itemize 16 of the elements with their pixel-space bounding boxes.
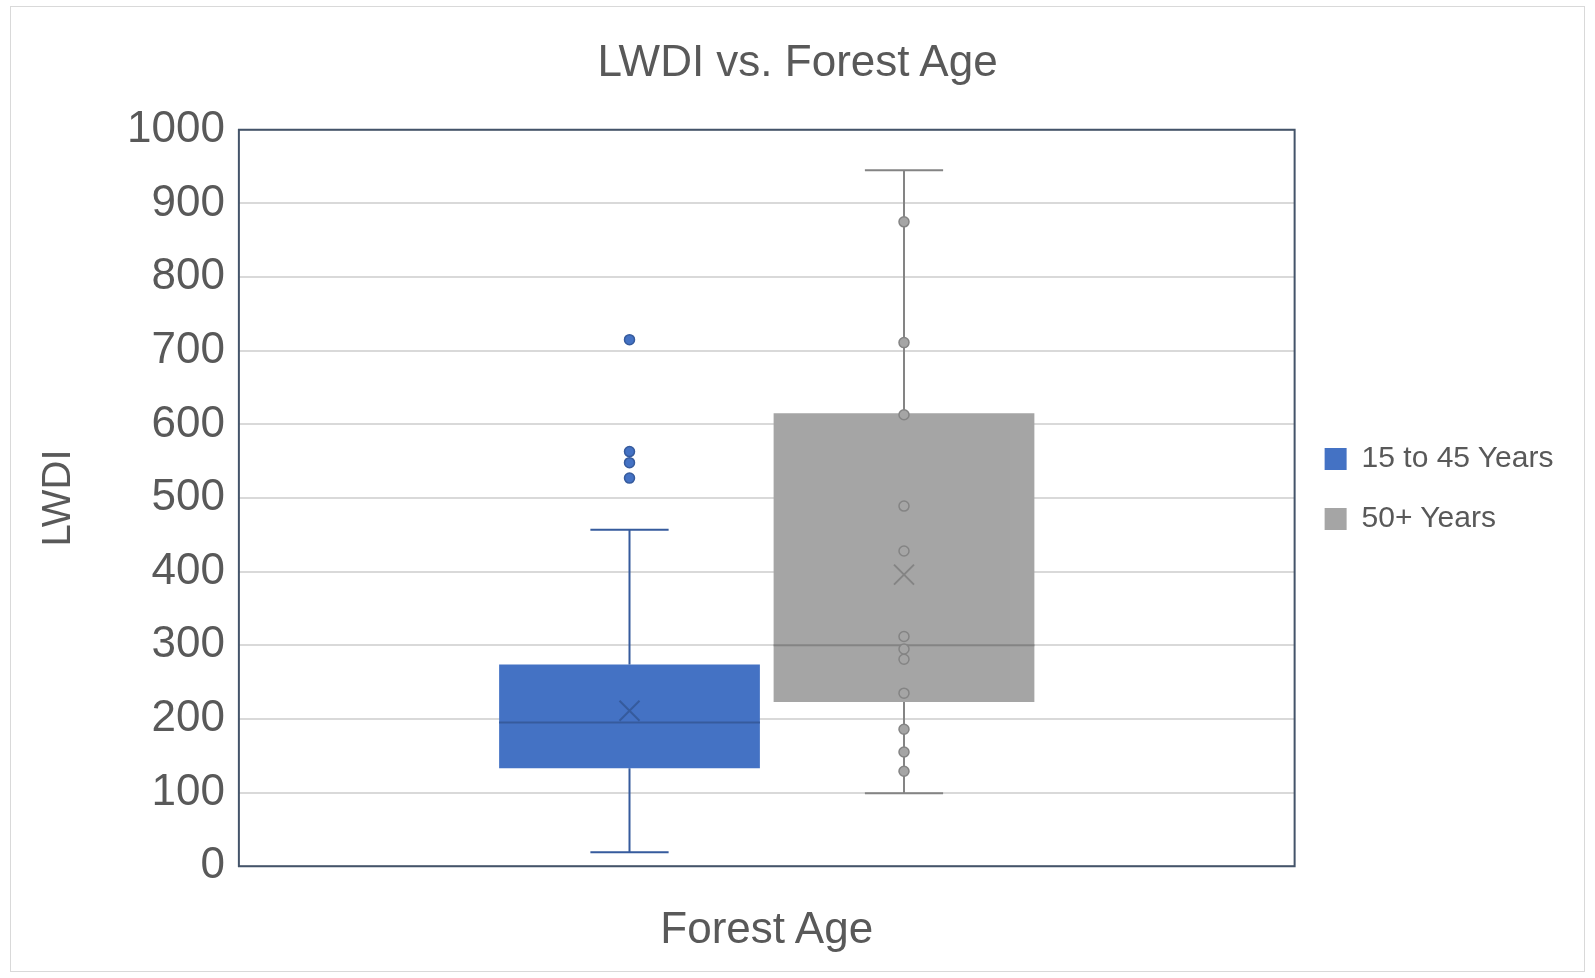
y-tick-label: 300 — [151, 617, 225, 667]
y-axis-title: LWDI — [34, 449, 79, 547]
y-tick-label: 200 — [151, 691, 225, 741]
y-tick-label: 900 — [151, 175, 225, 225]
y-tick-label: 600 — [151, 396, 225, 446]
legend-label: 15 to 45 Years — [1361, 440, 1554, 474]
y-tick-label: 1000 — [126, 101, 225, 151]
x-axis-title: Forest Age — [660, 902, 874, 952]
legend-label: 50+ Years — [1361, 500, 1496, 534]
y-tick-label: 800 — [151, 249, 225, 299]
y-tick-label: 500 — [151, 470, 225, 520]
y-tick-label: 400 — [151, 543, 225, 593]
y-tick-label: 100 — [151, 764, 225, 814]
y-tick-label: 0 — [200, 838, 225, 888]
chart-title: LWDI vs. Forest Age — [597, 35, 998, 85]
y-tick-label: 700 — [151, 322, 225, 372]
